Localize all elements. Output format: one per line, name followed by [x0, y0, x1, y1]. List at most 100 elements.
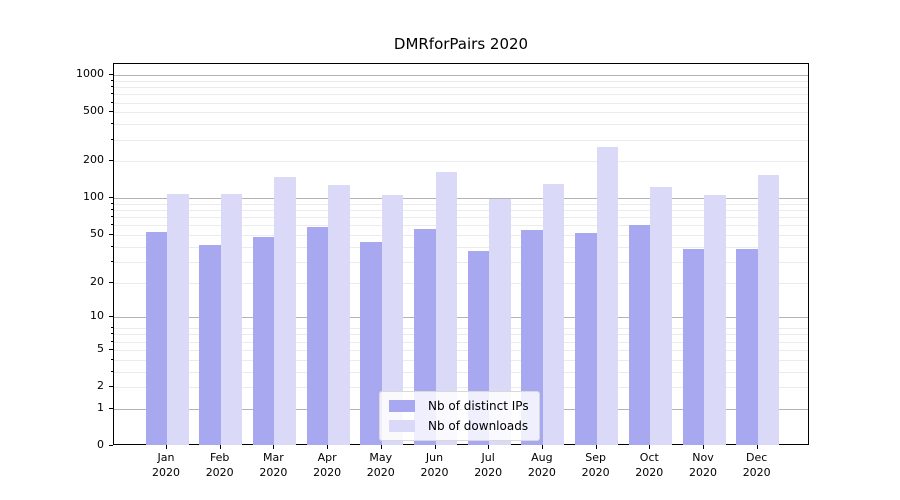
y-tick [109, 197, 113, 199]
minor-gridline [114, 341, 808, 343]
chart-title: DMRforPairs 2020 [393, 35, 529, 53]
x-tick-label: Jul 2020 [458, 450, 518, 480]
y-minor-tick [111, 209, 113, 211]
x-tick-year: 2020 [474, 466, 503, 479]
minor-gridline [114, 261, 808, 263]
minor-gridline [114, 235, 808, 236]
x-tick-month: Aug [531, 451, 553, 464]
x-tick [488, 445, 490, 449]
x-tick-label: Dec 2020 [727, 450, 787, 480]
x-tick-year: 2020 [581, 466, 610, 479]
minor-gridline [114, 161, 808, 163]
x-tick-month: Nov [692, 451, 714, 464]
y-minor-tick [111, 101, 113, 103]
bar-apr-distinct-ips [306, 227, 329, 445]
y-minor-tick [111, 93, 113, 95]
bar-mar-distinct-ips [252, 237, 275, 445]
x-tick-month: Dec [746, 451, 768, 464]
x-tick [703, 445, 704, 449]
y-tick [109, 160, 113, 162]
y-tick-label: 500 [83, 104, 104, 118]
y-tick [109, 74, 113, 76]
minor-gridline [114, 87, 808, 89]
x-tick [434, 445, 436, 449]
major-gridline [114, 198, 808, 200]
minor-gridline [114, 210, 808, 212]
bar-feb-distinct-ips [199, 245, 221, 445]
y-tick-label: 5 [97, 341, 104, 355]
y-tick [109, 386, 113, 388]
y-tick [109, 445, 113, 446]
x-tick-year: 2020 [635, 466, 664, 479]
bar-oct-distinct-ips [628, 225, 651, 445]
legend-label-distinct-ips: Nb of distinct IPs [428, 399, 529, 413]
minor-gridline [114, 349, 808, 351]
minor-gridline [114, 282, 808, 284]
bar-jan-distinct-ips [145, 231, 167, 445]
y-minor-tick [111, 327, 113, 329]
x-tick-label: Feb 2020 [190, 450, 250, 480]
y-tick [109, 348, 113, 350]
y-minor-tick [111, 358, 113, 360]
y-tick [109, 111, 113, 113]
minor-gridline [114, 334, 808, 336]
minor-gridline [114, 80, 808, 82]
x-tick-month: Apr [317, 451, 337, 464]
y-minor-tick [111, 79, 113, 81]
y-tick [109, 407, 113, 409]
y-tick-label: 100 [83, 190, 104, 204]
x-tick-month: Feb [209, 451, 230, 464]
x-tick-month: Jan [157, 451, 175, 464]
y-tick-label: 20 [90, 274, 104, 288]
x-tick-month: May [369, 451, 393, 464]
y-minor-tick [111, 245, 113, 247]
x-tick-year: 2020 [689, 466, 717, 479]
minor-gridline [114, 102, 808, 104]
x-tick-label: Aug 2020 [512, 450, 572, 480]
bar-jul-downloads [489, 198, 511, 445]
y-minor-tick [111, 370, 113, 372]
bar-sep-downloads [596, 147, 619, 445]
x-tick-month: Oct [639, 451, 659, 464]
x-tick [756, 445, 758, 449]
y-tick [109, 234, 113, 236]
bar-sep-distinct-ips [575, 233, 597, 445]
x-tick-month: Jul [481, 451, 495, 464]
legend: Nb of distinct IPs Nb of downloads [379, 391, 540, 441]
x-tick [380, 445, 382, 449]
plot-area: Nb of distinct IPs Nb of downloads [113, 63, 809, 445]
minor-gridline [114, 225, 808, 227]
bar-mar-downloads [274, 176, 296, 445]
y-minor-tick [111, 260, 113, 262]
y-minor-tick [111, 224, 113, 226]
y-tick-label: 1 [97, 400, 104, 414]
major-gridline [114, 317, 808, 319]
y-minor-tick [111, 216, 113, 218]
bar-jun-downloads [435, 171, 457, 445]
major-gridline [114, 75, 808, 77]
x-tick [273, 445, 275, 449]
x-tick-label: Jan 2020 [136, 450, 196, 480]
minor-gridline [114, 139, 808, 141]
x-tick-year: 2020 [259, 466, 288, 479]
minor-gridline [114, 217, 808, 219]
minor-gridline [114, 359, 808, 361]
x-tick-label: Oct 2020 [619, 450, 679, 480]
bar-may-distinct-ips [360, 241, 382, 445]
x-tick [541, 445, 543, 449]
x-tick-year: 2020 [420, 466, 449, 479]
legend-entry-downloads: Nb of downloads [389, 419, 529, 433]
bar-may-downloads [381, 194, 404, 445]
legend-entry-distinct-ips: Nb of distinct IPs [389, 399, 529, 413]
x-tick-year: 2020 [313, 466, 342, 479]
y-tick-label: 1000 [76, 67, 104, 81]
y-minor-tick [111, 340, 113, 342]
x-tick-year: 2020 [527, 466, 556, 479]
bar-dec-downloads [757, 175, 780, 445]
x-tick-year: 2020 [366, 466, 395, 479]
x-tick-label: Nov 2020 [673, 450, 733, 480]
x-tick-label: Sep 2020 [566, 450, 626, 480]
x-tick-month: Sep [585, 451, 606, 464]
x-tick-year: 2020 [205, 466, 234, 479]
minor-gridline [114, 328, 808, 330]
